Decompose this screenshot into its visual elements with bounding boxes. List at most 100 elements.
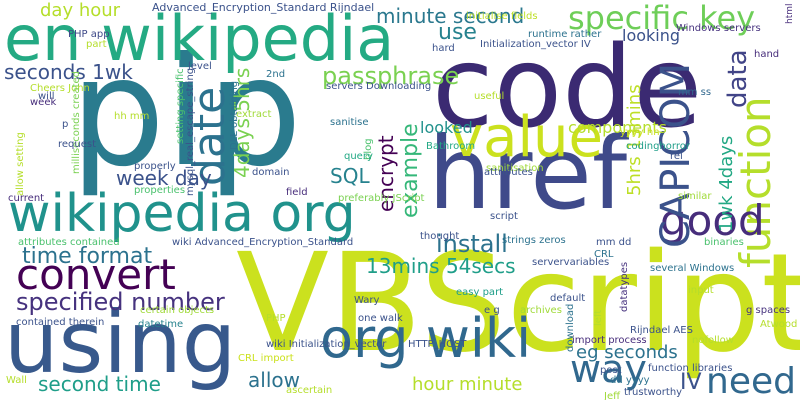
word: html xyxy=(785,3,795,24)
word: attributes contained xyxy=(18,237,120,248)
word: rel xyxy=(670,151,683,162)
word: hand xyxy=(754,49,780,60)
word: IV xyxy=(680,370,702,395)
word: Initialization_vector IV xyxy=(480,39,591,50)
word: install xyxy=(436,230,508,258)
word: week day xyxy=(116,166,212,190)
word: hour minute xyxy=(412,374,523,395)
word: DLL obtaining xyxy=(229,80,240,150)
word: properties xyxy=(134,185,186,196)
word: codinghorror xyxy=(626,141,690,152)
word: similar xyxy=(678,191,712,202)
word: using xyxy=(4,293,237,393)
word: sanitisation xyxy=(486,163,544,174)
word: HTTP_HOST xyxy=(408,339,467,350)
word: Atwood xyxy=(760,319,798,330)
word: e g xyxy=(484,305,500,316)
word: function libraries xyxy=(648,363,733,374)
word: seconds 1wk xyxy=(4,60,133,84)
word: default xyxy=(550,293,586,304)
word: SQL xyxy=(330,164,370,188)
word: import process xyxy=(572,335,647,346)
word: one walk xyxy=(358,313,403,324)
word: contained therein xyxy=(16,317,105,328)
word: week xyxy=(30,97,57,108)
word: post xyxy=(600,365,622,376)
word: time format xyxy=(22,244,153,269)
word: looked xyxy=(420,118,473,137)
word: href xyxy=(428,115,628,232)
word: Cheers John xyxy=(30,83,90,94)
word: ascertain xyxy=(286,385,333,396)
word: datatypes xyxy=(619,261,630,312)
word: yyyy hh xyxy=(620,127,660,138)
word: pip xyxy=(70,26,303,200)
word: current xyxy=(8,193,45,204)
word: day hour xyxy=(40,0,121,21)
word: org wiki xyxy=(320,307,532,370)
word: input xyxy=(688,285,714,296)
word: servers Downloading xyxy=(326,81,432,92)
word: script xyxy=(490,211,518,222)
word: code xyxy=(432,23,703,153)
word: download xyxy=(565,303,576,352)
word: datetime xyxy=(138,319,184,330)
word: need xyxy=(706,361,796,400)
word: 1wk 4days xyxy=(716,135,737,232)
word: query xyxy=(344,151,373,162)
word: CRL import xyxy=(238,353,294,364)
word: 13mins 54secs xyxy=(366,254,516,278)
word: g spaces xyxy=(746,305,791,316)
word: hard xyxy=(432,43,455,54)
word: strings zeros xyxy=(502,235,566,246)
word: p xyxy=(62,119,69,130)
word: wiki Advanced_Encryption_Standard xyxy=(172,237,354,248)
word: second time xyxy=(38,372,161,396)
word: wikipedia org xyxy=(8,184,356,244)
word: useful xyxy=(474,91,505,102)
word: Rijndael AES xyxy=(630,325,693,336)
word: dd yyyy xyxy=(610,375,650,386)
word: several Windows xyxy=(650,263,735,274)
word: good xyxy=(660,196,765,245)
word: properly xyxy=(134,161,176,172)
word: part xyxy=(86,39,107,50)
word: specified number xyxy=(16,288,225,316)
word: hh mm xyxy=(114,111,150,122)
word: PHP app xyxy=(68,29,110,40)
word: eg seconds xyxy=(576,342,678,363)
word: way xyxy=(570,347,647,391)
word: data xyxy=(723,49,753,108)
word: mm dd xyxy=(596,237,632,248)
word: wiki Initialization_vector xyxy=(266,339,387,350)
word: will xyxy=(38,91,55,102)
word: mysql_real_escape_string xyxy=(185,67,196,196)
word: easy part xyxy=(456,287,504,298)
word: Windows servers xyxy=(676,23,761,34)
word: initialise fields xyxy=(466,11,538,22)
word: allow xyxy=(248,368,300,392)
word: field xyxy=(286,187,308,198)
word: binaries xyxy=(704,237,744,248)
word: PHP xyxy=(266,313,286,324)
word: mm ss xyxy=(678,87,712,98)
word: use xyxy=(438,20,477,45)
word: Advanced_Encryption_Standard Rijndael xyxy=(152,1,375,14)
word: VBScript xyxy=(236,225,800,383)
word: CRL xyxy=(594,249,614,260)
word: thought xyxy=(420,231,460,242)
word: Bathroom xyxy=(426,141,476,152)
word: left xyxy=(593,309,604,326)
word: Wall xyxy=(6,375,27,386)
word: components xyxy=(568,118,667,137)
word: allow setting xyxy=(15,132,26,196)
word: attributes xyxy=(484,167,533,178)
word: Wary xyxy=(354,295,380,306)
word: request xyxy=(58,139,97,150)
word: value xyxy=(450,105,603,170)
word: extract xyxy=(236,109,272,120)
word: passphrase xyxy=(322,62,460,90)
word: sanitise xyxy=(330,117,369,128)
word: level xyxy=(188,61,212,72)
